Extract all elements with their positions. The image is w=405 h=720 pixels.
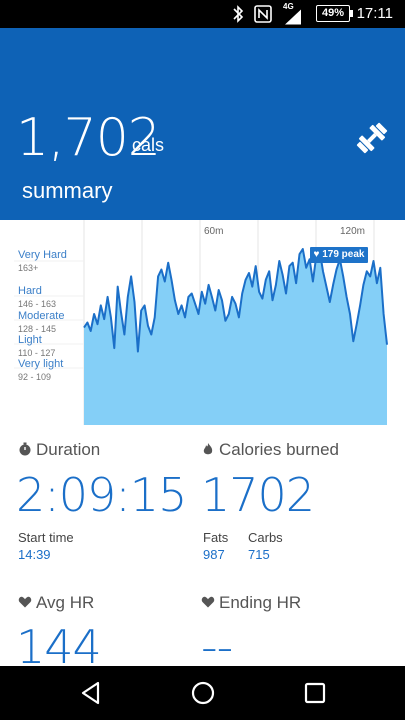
fats-value: 987 <box>203 547 225 562</box>
summary-title: summary <box>22 178 113 203</box>
ending-hr-label: Ending HR <box>219 593 302 612</box>
home-icon[interactable] <box>188 678 218 708</box>
zone-range-very-hard: 163+ <box>18 263 39 273</box>
peak-badge: ♥ 179 peak <box>310 247 368 263</box>
heart-rate-area <box>84 249 387 425</box>
heart-icon <box>201 596 215 608</box>
fats-label: Fats <box>203 530 229 545</box>
avg-hr-value: 144 <box>16 620 102 674</box>
summary-header: 1,702 cals summary <box>0 28 405 220</box>
navigation-bar <box>0 666 405 720</box>
heart-icon: ♥ <box>313 249 320 260</box>
back-icon[interactable] <box>76 678 106 708</box>
dumbbell-icon <box>356 122 388 154</box>
zone-range-light: 110 - 127 <box>18 348 56 358</box>
zone-range-hard: 146 - 163 <box>18 299 57 309</box>
peak-label: 179 peak <box>322 249 365 260</box>
calories-total: 1,702 <box>16 108 161 168</box>
zone-range-moderate: 128 - 145 <box>18 324 57 334</box>
time-tick-120m: 120m <box>340 226 366 237</box>
zone-label-very-hard: Very Hard <box>18 249 67 261</box>
duration-heading: Duration <box>18 440 100 460</box>
duration-value: 2:09:15 <box>16 468 187 522</box>
heart-rate-chart: 60m 120m Very Hard 163+ Hard 146 - 163 M… <box>0 220 405 430</box>
zone-label-moderate: Moderate <box>18 310 65 322</box>
battery-tip <box>350 10 353 17</box>
start-time-value: 14:39 <box>18 547 51 562</box>
zone-label-very-light: Very light <box>18 358 64 370</box>
heart-icon <box>18 596 32 608</box>
recent-apps-icon[interactable] <box>300 678 330 708</box>
ending-hr-heading: Ending HR <box>201 593 301 613</box>
zone-label-hard: Hard <box>18 285 42 297</box>
flame-icon <box>203 443 213 455</box>
heart-rate-line <box>83 248 388 353</box>
bluetooth-icon <box>233 5 244 23</box>
battery-indicator: 49% <box>316 5 350 22</box>
avg-hr-label: Avg HR <box>36 593 95 612</box>
time-tick-60m: 60m <box>204 226 224 237</box>
signal-icon <box>285 9 301 25</box>
start-time-label: Start time <box>18 530 74 545</box>
carbs-value: 715 <box>248 547 270 562</box>
calories-unit: cals <box>132 135 165 155</box>
calories-burned-value: 1702 <box>201 468 315 522</box>
calories-burned-label: Calories burned <box>219 440 340 459</box>
status-bar: 4G 49% 17:11 <box>0 0 405 28</box>
ending-hr-value: -- <box>201 620 233 674</box>
calories-burned-heading: Calories burned <box>201 440 339 460</box>
stopwatch-icon <box>19 442 31 456</box>
heart-rate-plot <box>14 220 388 425</box>
avg-hr-heading: Avg HR <box>18 593 94 613</box>
zone-range-very-light: 92 - 109 <box>18 372 52 382</box>
nfc-icon <box>254 5 272 23</box>
network-type: 4G <box>283 2 294 11</box>
duration-label: Duration <box>36 440 101 459</box>
carbs-label: Carbs <box>248 530 283 545</box>
zone-label-light: Light <box>18 334 42 346</box>
status-time: 17:11 <box>356 5 393 22</box>
